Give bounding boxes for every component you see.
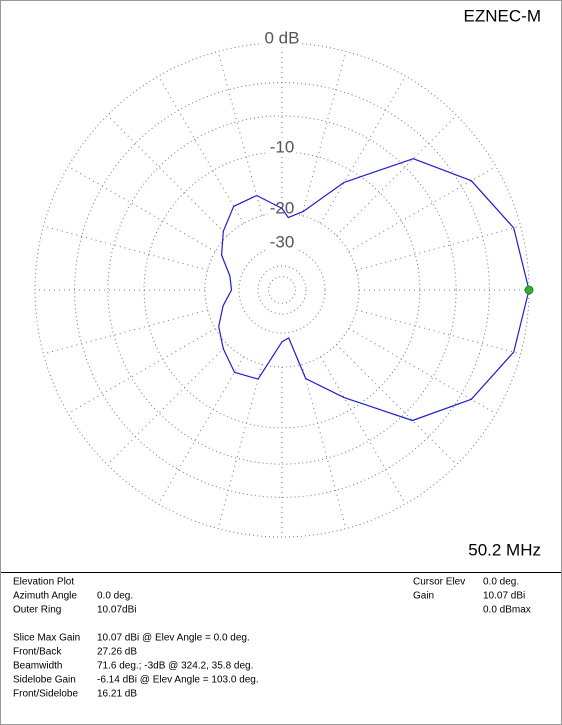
spoke xyxy=(67,166,216,252)
info-value: 0.0 deg. xyxy=(97,591,133,602)
info-value: 71.6 deg.; -3dB @ 324.2, 35.8 deg. xyxy=(97,661,253,672)
info-label: Azimuth Angle xyxy=(13,591,77,602)
info-value: -6.14 dBi @ Elev Angle = 103.0 deg. xyxy=(97,675,259,686)
grid-ring xyxy=(74,82,490,498)
info-label: Slice Max Gain xyxy=(13,633,80,644)
spoke xyxy=(106,344,228,466)
spoke xyxy=(320,75,406,224)
info-label: Sidelobe Gain xyxy=(13,675,76,686)
spoke xyxy=(67,328,216,414)
cursor-dot xyxy=(524,285,534,295)
spoke xyxy=(217,51,263,216)
info-label: Front/Back xyxy=(13,647,62,658)
info-label: Front/Sidelobe xyxy=(13,689,78,700)
chart-title: EZNEC-M xyxy=(464,6,541,25)
spoke xyxy=(356,225,521,271)
info-label: Elevation Plot xyxy=(13,577,74,588)
info-value: 27.26 dB xyxy=(97,647,137,658)
spoke xyxy=(336,344,458,466)
info-value: 10.07dBi xyxy=(97,605,136,616)
spoke xyxy=(158,356,244,505)
spoke xyxy=(158,75,244,224)
spoke xyxy=(336,114,458,236)
spoke xyxy=(301,51,347,216)
info-label: Outer Ring xyxy=(13,605,61,616)
grid-ring xyxy=(107,115,457,465)
r-tick-label: -30 xyxy=(270,232,295,251)
info-value: 10.07 dBi xyxy=(483,591,525,602)
label-bg xyxy=(267,137,297,157)
info-value: 0.0 dBmax xyxy=(483,605,531,616)
info-value: 10.07 dBi @ Elev Angle = 0.0 deg. xyxy=(97,633,250,644)
grid-ring xyxy=(204,212,360,368)
info-label: Gain xyxy=(413,591,434,602)
spoke xyxy=(348,166,497,252)
spoke xyxy=(320,356,406,505)
spoke xyxy=(217,364,263,529)
spoke xyxy=(348,328,497,414)
spoke xyxy=(43,309,208,355)
frequency-label: 50.2 MHz xyxy=(468,540,541,559)
spoke xyxy=(356,309,521,355)
info-label: Cursor Elev xyxy=(413,577,465,588)
pattern-line xyxy=(218,158,530,422)
info-value: 0.0 deg. xyxy=(483,577,519,588)
grid-ring xyxy=(238,246,326,334)
grid-ring xyxy=(268,276,296,304)
r-tick-label: -10 xyxy=(270,138,295,157)
label-bg xyxy=(267,232,297,252)
grid-ring xyxy=(143,151,421,429)
info-label: Beamwidth xyxy=(13,661,62,672)
spoke xyxy=(43,225,208,271)
r-tick-label: 0 dB xyxy=(265,28,300,47)
grid-ring xyxy=(257,265,307,315)
label-bg xyxy=(262,28,302,48)
info-value: 16.21 dB xyxy=(97,689,137,700)
spoke xyxy=(301,364,347,529)
spoke xyxy=(106,114,228,236)
